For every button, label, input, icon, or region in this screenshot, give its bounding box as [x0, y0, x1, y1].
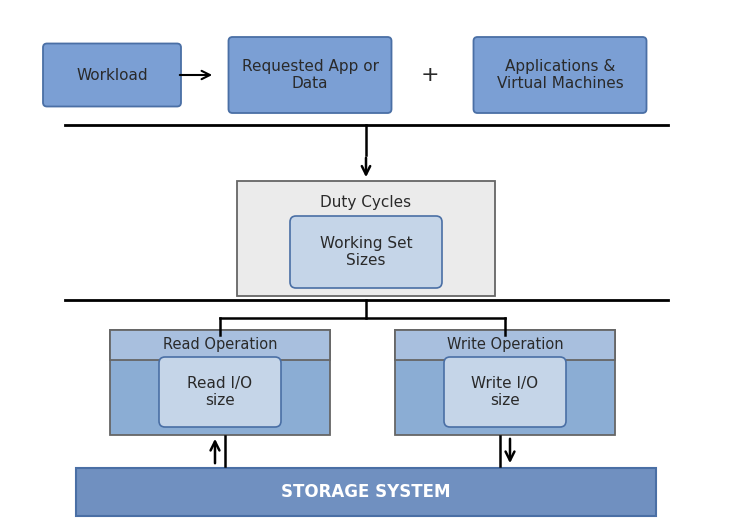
Bar	[110, 330, 330, 360]
FancyBboxPatch shape	[229, 37, 391, 113]
Text: Duty Cycles: Duty Cycles	[320, 195, 411, 211]
Text: Read Operation: Read Operation	[163, 337, 277, 353]
Text: Write Operation: Write Operation	[446, 337, 564, 353]
Text: Write I/O
size: Write I/O size	[471, 376, 539, 408]
Text: STORAGE SYSTEM: STORAGE SYSTEM	[281, 483, 451, 501]
FancyBboxPatch shape	[290, 216, 442, 288]
FancyBboxPatch shape	[159, 357, 281, 427]
Text: Working Set
Sizes: Working Set Sizes	[320, 236, 412, 268]
Bar	[395, 330, 615, 360]
Text: Workload: Workload	[76, 68, 148, 82]
Bar	[395, 329, 615, 435]
Text: +: +	[421, 65, 439, 85]
Text: Applications &
Virtual Machines: Applications & Virtual Machines	[497, 59, 623, 91]
FancyBboxPatch shape	[444, 357, 566, 427]
Bar	[237, 181, 495, 296]
Bar	[76, 468, 656, 516]
FancyBboxPatch shape	[474, 37, 647, 113]
FancyBboxPatch shape	[43, 43, 181, 107]
Text: Read I/O
size: Read I/O size	[188, 376, 253, 408]
Bar	[110, 329, 330, 435]
Text: Requested App or
Data: Requested App or Data	[241, 59, 378, 91]
